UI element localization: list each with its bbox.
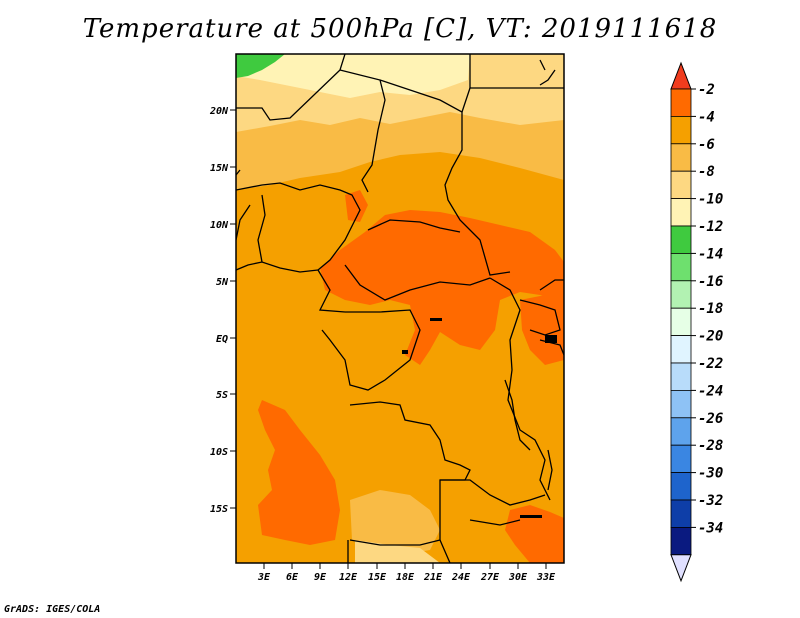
colorbar-bottom-arrow — [670, 554, 692, 583]
lake-mark-3 — [520, 515, 542, 518]
colorbar-cell — [670, 307, 692, 337]
field-north-band-3 — [236, 54, 470, 98]
lat-label: 5N — [216, 277, 229, 288]
colorbar-cell — [670, 225, 692, 254]
colorbar-label: -4 — [698, 109, 715, 125]
lon-label: 12E — [339, 572, 358, 583]
colorbar-cell — [670, 143, 692, 172]
lon-label: 18E — [396, 572, 415, 583]
colorbar-label: -22 — [698, 356, 723, 372]
lon-label: 30E — [508, 572, 528, 583]
lat-labels: 20N 15N 10N 5N EQ 5S 10S 15S — [209, 106, 229, 515]
border-car-north — [367, 219, 461, 233]
colorbar-label: -34 — [698, 520, 723, 536]
border-drc-east — [489, 277, 551, 501]
border-kenya — [539, 279, 564, 291]
border-zambia — [440, 479, 546, 506]
lon-label: 15E — [368, 572, 387, 583]
country-borders — [236, 54, 564, 563]
lon-label: 6E — [286, 572, 299, 583]
colorbar-label: -26 — [698, 411, 723, 427]
border-southern — [347, 519, 521, 563]
lat-label: 15S — [210, 504, 228, 515]
field-green-patch — [236, 54, 285, 78]
border-uganda — [519, 299, 561, 336]
colorbar-label: -8 — [698, 164, 715, 180]
lake-mark-2 — [402, 350, 408, 354]
colorbar-cell — [670, 116, 692, 145]
border-chad-east — [461, 87, 471, 113]
border-west-2 — [257, 194, 266, 263]
lake-marks — [402, 318, 557, 518]
colorbar-cell — [670, 417, 692, 446]
lake-mark-1 — [430, 318, 442, 321]
map-frame — [235, 53, 565, 564]
lat-label: 10N — [210, 220, 229, 231]
field-cool-south — [350, 490, 440, 555]
chart-title: Temperature at 500hPa [C], VT: 201911161… — [82, 14, 718, 44]
lon-label: 27E — [480, 572, 500, 583]
colorbar-label: -12 — [698, 219, 723, 235]
colorbar-cell — [670, 499, 692, 528]
border-lake-malawi — [547, 449, 553, 491]
colorbar-cell — [670, 444, 692, 474]
lat-ticks — [230, 109, 236, 509]
colorbar-label: -2 — [698, 82, 715, 98]
lon-label: 33E — [536, 572, 556, 583]
colorbar-cell — [670, 170, 692, 199]
lat-label: 5S — [216, 390, 228, 401]
lat-label: 15N — [210, 163, 229, 174]
colorbar-label: -32 — [698, 493, 723, 509]
lat-label: 20N — [209, 106, 229, 117]
field-warm-central — [320, 210, 564, 365]
border-angola — [349, 401, 471, 546]
colorbar-cell — [670, 198, 692, 227]
colorbar-label: -10 — [698, 192, 723, 208]
lon-label: 9E — [314, 572, 327, 583]
colorbar-cell — [670, 88, 692, 117]
lon-ticks — [263, 563, 547, 569]
colorbar-cell — [670, 335, 692, 364]
lon-label: 24E — [451, 572, 471, 583]
colorbar-label: -14 — [698, 246, 723, 262]
lat-label: 10S — [210, 447, 228, 458]
border-congo — [321, 309, 421, 391]
border-west-1 — [236, 261, 319, 273]
border-north-3 — [379, 79, 511, 276]
temperature-field — [236, 54, 564, 563]
lake-mark-4 — [545, 335, 557, 343]
grads-credit: GrADS: IGES/COLA — [4, 604, 101, 615]
field-cool-south-2 — [355, 540, 440, 563]
colorbar-cell — [670, 389, 692, 419]
colorbar: -2 -4 -6 -8 -10 -12 -14 -16 -18 -20 -22 -24 -26 -28 -3… — [670, 61, 723, 583]
colorbar-label: -30 — [698, 466, 723, 482]
border-nigeria — [236, 182, 361, 271]
lon-label: 3E — [257, 572, 271, 583]
colorbar-label: -28 — [698, 438, 723, 454]
field-warm-east-patch — [520, 292, 564, 365]
colorbar-label: -18 — [698, 301, 723, 317]
colorbar-label: -16 — [698, 274, 723, 290]
border-cameroon — [317, 269, 346, 313]
colorbar-cell — [670, 362, 692, 391]
border-east-coast — [539, 59, 556, 86]
colorbar-top-arrow — [670, 61, 692, 90]
colorbar-cell — [670, 527, 692, 556]
border-car-south — [344, 264, 491, 301]
colorbar-label: -6 — [698, 137, 715, 153]
lat-label: EQ — [216, 334, 228, 345]
colorbar-cell — [670, 252, 692, 282]
colorbar-cell — [670, 472, 692, 501]
field-warm-north-patch — [345, 190, 368, 222]
colorbar-label: -20 — [698, 329, 723, 345]
border-north-1 — [236, 54, 346, 121]
colorbar-cell — [670, 280, 692, 309]
lon-labels: 3E 6E 9E 12E 15E 18E 21E 24E 27E 30E 33E — [257, 572, 556, 583]
lon-label: 21E — [423, 572, 443, 583]
border-lake-tang — [504, 379, 531, 451]
field-warm-southwest — [258, 400, 340, 545]
colorbar-label: -24 — [698, 383, 723, 399]
